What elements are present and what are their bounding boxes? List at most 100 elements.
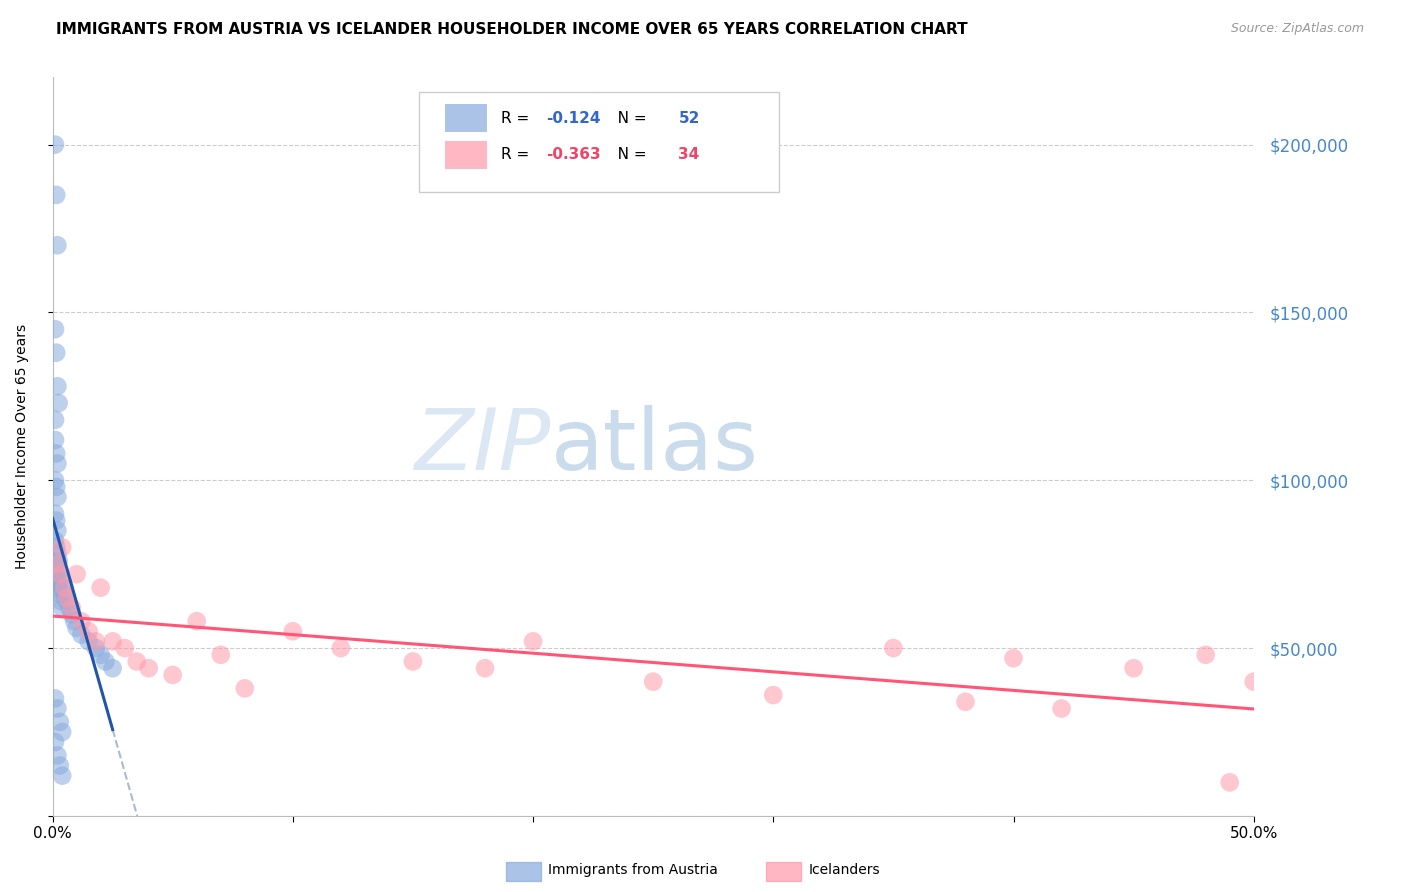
Point [46, 379, 69, 393]
Point [63, 614, 86, 628]
Point [125, 655, 148, 669]
Text: ZIP: ZIP [415, 405, 551, 488]
Point [1002, 651, 1025, 665]
Point [45, 188, 67, 202]
Point [48, 554, 70, 568]
Point [955, 695, 977, 709]
Point [762, 688, 785, 702]
Point [60, 600, 83, 615]
Text: -0.124: -0.124 [547, 111, 600, 126]
Point [51, 541, 73, 555]
FancyBboxPatch shape [446, 104, 488, 132]
Point [46, 490, 69, 504]
Point [49, 574, 72, 588]
Point [46, 748, 69, 763]
FancyBboxPatch shape [446, 141, 488, 169]
Point [1195, 648, 1218, 662]
Point [46, 557, 69, 571]
Point [48, 581, 70, 595]
Text: R =: R = [501, 147, 534, 162]
Point [233, 681, 256, 696]
Point [49, 758, 72, 772]
Point [46, 574, 69, 588]
Point [60, 607, 83, 622]
Point [1122, 661, 1144, 675]
Point [44, 413, 66, 427]
Point [84, 641, 107, 656]
Point [474, 661, 496, 675]
Point [44, 473, 66, 487]
Text: -0.363: -0.363 [547, 147, 600, 162]
Point [94, 655, 117, 669]
Point [70, 614, 93, 628]
Point [101, 661, 124, 675]
Point [45, 446, 67, 460]
Text: Icelanders: Icelanders [808, 863, 880, 877]
Point [77, 624, 100, 639]
Text: R =: R = [501, 111, 534, 126]
Point [66, 621, 89, 635]
Point [90, 581, 112, 595]
Point [45, 345, 67, 359]
Point [56, 591, 79, 605]
Point [44, 560, 66, 574]
Text: 34: 34 [678, 147, 700, 162]
Point [281, 624, 304, 639]
Point [44, 137, 66, 152]
Point [44, 557, 66, 571]
Point [45, 567, 67, 582]
Point [45, 480, 67, 494]
Point [138, 661, 160, 675]
Point [45, 541, 67, 555]
Point [402, 655, 425, 669]
Point [44, 533, 66, 548]
Point [49, 594, 72, 608]
Text: Source: ZipAtlas.com: Source: ZipAtlas.com [1230, 22, 1364, 36]
Point [49, 567, 72, 582]
Point [46, 547, 69, 561]
Point [44, 691, 66, 706]
Point [44, 322, 66, 336]
Point [46, 524, 69, 538]
Point [882, 641, 904, 656]
Point [53, 581, 76, 595]
Text: N =: N = [603, 147, 651, 162]
Text: IMMIGRANTS FROM AUSTRIA VS ICELANDER HOUSEHOLDER INCOME OVER 65 YEARS CORRELATIO: IMMIGRANTS FROM AUSTRIA VS ICELANDER HOU… [56, 22, 967, 37]
Point [51, 769, 73, 783]
Point [58, 600, 80, 615]
Text: Immigrants from Austria: Immigrants from Austria [548, 863, 718, 877]
Point [46, 457, 69, 471]
Text: N =: N = [603, 111, 651, 126]
Point [46, 701, 69, 715]
Point [1050, 701, 1073, 715]
Point [44, 433, 66, 447]
Point [51, 581, 73, 595]
Point [209, 648, 232, 662]
Point [56, 594, 79, 608]
Point [90, 648, 112, 662]
Point [66, 567, 89, 582]
Point [51, 725, 73, 739]
Point [114, 641, 136, 656]
Point [48, 396, 70, 410]
Point [186, 614, 208, 628]
Point [49, 587, 72, 601]
Point [46, 567, 69, 582]
Point [1243, 674, 1265, 689]
Point [44, 507, 66, 521]
Point [1219, 775, 1241, 789]
Point [84, 634, 107, 648]
Point [49, 714, 72, 729]
Point [46, 238, 69, 252]
Point [77, 634, 100, 648]
Point [162, 668, 184, 682]
Text: atlas: atlas [551, 405, 759, 488]
Point [51, 600, 73, 615]
Point [45, 514, 67, 528]
Point [329, 641, 352, 656]
Point [44, 735, 66, 749]
Point [70, 627, 93, 641]
Text: 52: 52 [678, 111, 700, 126]
Point [101, 634, 124, 648]
Point [522, 634, 544, 648]
